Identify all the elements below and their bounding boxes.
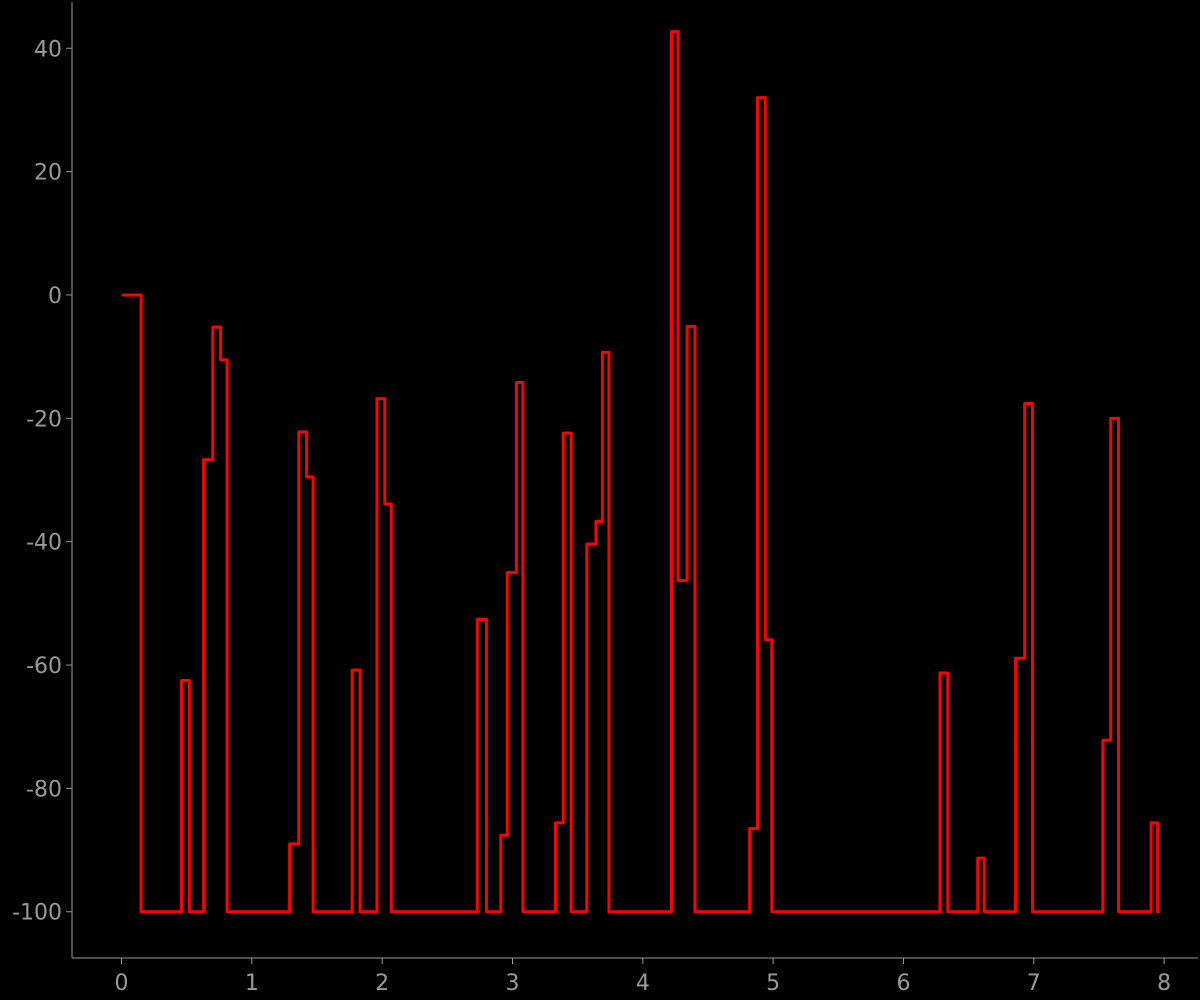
x-tick-label: 5 <box>766 971 780 996</box>
x-tick-label: 4 <box>636 971 650 996</box>
y-tick-label: -20 <box>26 407 62 432</box>
y-tick-label: -80 <box>26 777 62 802</box>
y-tick-label: -60 <box>26 654 62 679</box>
y-ticks: 40 20 0 -20 -40 -60 -80 -100 <box>12 37 72 926</box>
plot-area <box>121 30 1160 914</box>
x-tick-label: 3 <box>505 971 519 996</box>
y-tick-label: -40 <box>26 531 62 556</box>
y-tick-label: -100 <box>12 901 62 926</box>
x-tick-label: 2 <box>375 971 389 996</box>
y-tick-label: 0 <box>48 284 62 309</box>
x-tick-label: 6 <box>896 971 910 996</box>
x-tick-label: 1 <box>245 971 259 996</box>
y-tick-label: 20 <box>34 161 62 186</box>
y-tick-label: 40 <box>34 37 62 62</box>
x-tick-label: 0 <box>115 971 129 996</box>
x-tick-label: 7 <box>1027 971 1041 996</box>
series-line-0 <box>121 30 1160 914</box>
axes <box>71 2 1198 959</box>
x-ticks: 0 1 2 3 4 5 6 7 8 <box>115 958 1171 996</box>
x-tick-label: 8 <box>1157 971 1171 996</box>
